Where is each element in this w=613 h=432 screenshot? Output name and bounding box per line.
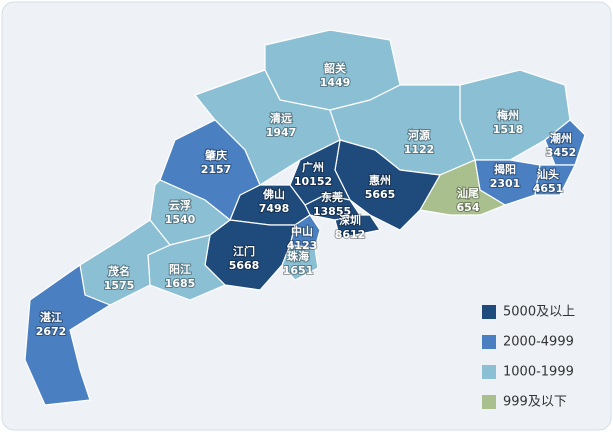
region-value: 10152 [294,175,332,188]
region-value: 1685 [165,277,196,290]
region-value: 4651 [533,182,564,195]
region-name: 河源 [408,128,430,142]
region-name: 佛山 [262,187,285,201]
legend-label: 999及以下 [503,395,567,410]
region [334,214,381,239]
region-value: 7498 [259,202,290,215]
legend-swatch [482,395,496,409]
region-value: 1947 [266,126,297,139]
region-name: 珠海 [287,249,309,263]
region-name: 潮州 [550,131,572,145]
region-name: 茂名 [108,264,130,278]
region-name: 清远 [270,111,292,125]
legend-swatch [482,365,496,379]
region-value: 1540 [165,213,196,226]
region-name: 揭阳 [494,162,516,176]
legend-label: 1000-1999 [503,365,574,380]
region [419,159,507,216]
region-name: 广州 [302,160,324,174]
region-value: 2672 [36,325,67,338]
region-value: 2301 [490,177,521,190]
region-value: 1518 [493,123,524,136]
legend-swatch [482,335,496,349]
region-value: 1575 [104,279,135,292]
region-name: 惠州 [369,173,391,187]
region-name: 韶关 [324,61,346,75]
region [24,263,112,406]
region-name: 汕头 [537,167,559,181]
region [544,119,586,166]
legend-label: 2000-4999 [503,335,574,350]
region-name: 深圳 [339,213,361,227]
region-value: 1122 [404,143,435,156]
region-value: 4123 [287,239,318,252]
region-value: 2157 [201,163,232,176]
region-name: 阳江 [169,262,191,276]
region-value: 1449 [320,76,351,89]
region-value: 654 [457,201,480,214]
region-name: 中山 [291,224,313,238]
region-name: 梅州 [497,108,519,122]
region-name: 东莞 [321,190,343,204]
legend-swatch [482,305,496,319]
region-name: 云浮 [169,198,191,212]
region-value: 3452 [546,146,577,159]
region-value: 5668 [229,259,260,272]
region-name: 江门 [233,244,255,258]
region-name: 湛江 [40,310,62,324]
region-name: 肇庆 [204,148,227,162]
region-value: 13855 [313,205,351,218]
region-name: 汕尾 [457,186,479,200]
region-value: 5665 [365,188,396,201]
region-value: 8612 [335,228,366,241]
region [534,164,576,196]
region-value: 1651 [283,264,314,277]
legend-label: 5000及以上 [503,305,575,320]
